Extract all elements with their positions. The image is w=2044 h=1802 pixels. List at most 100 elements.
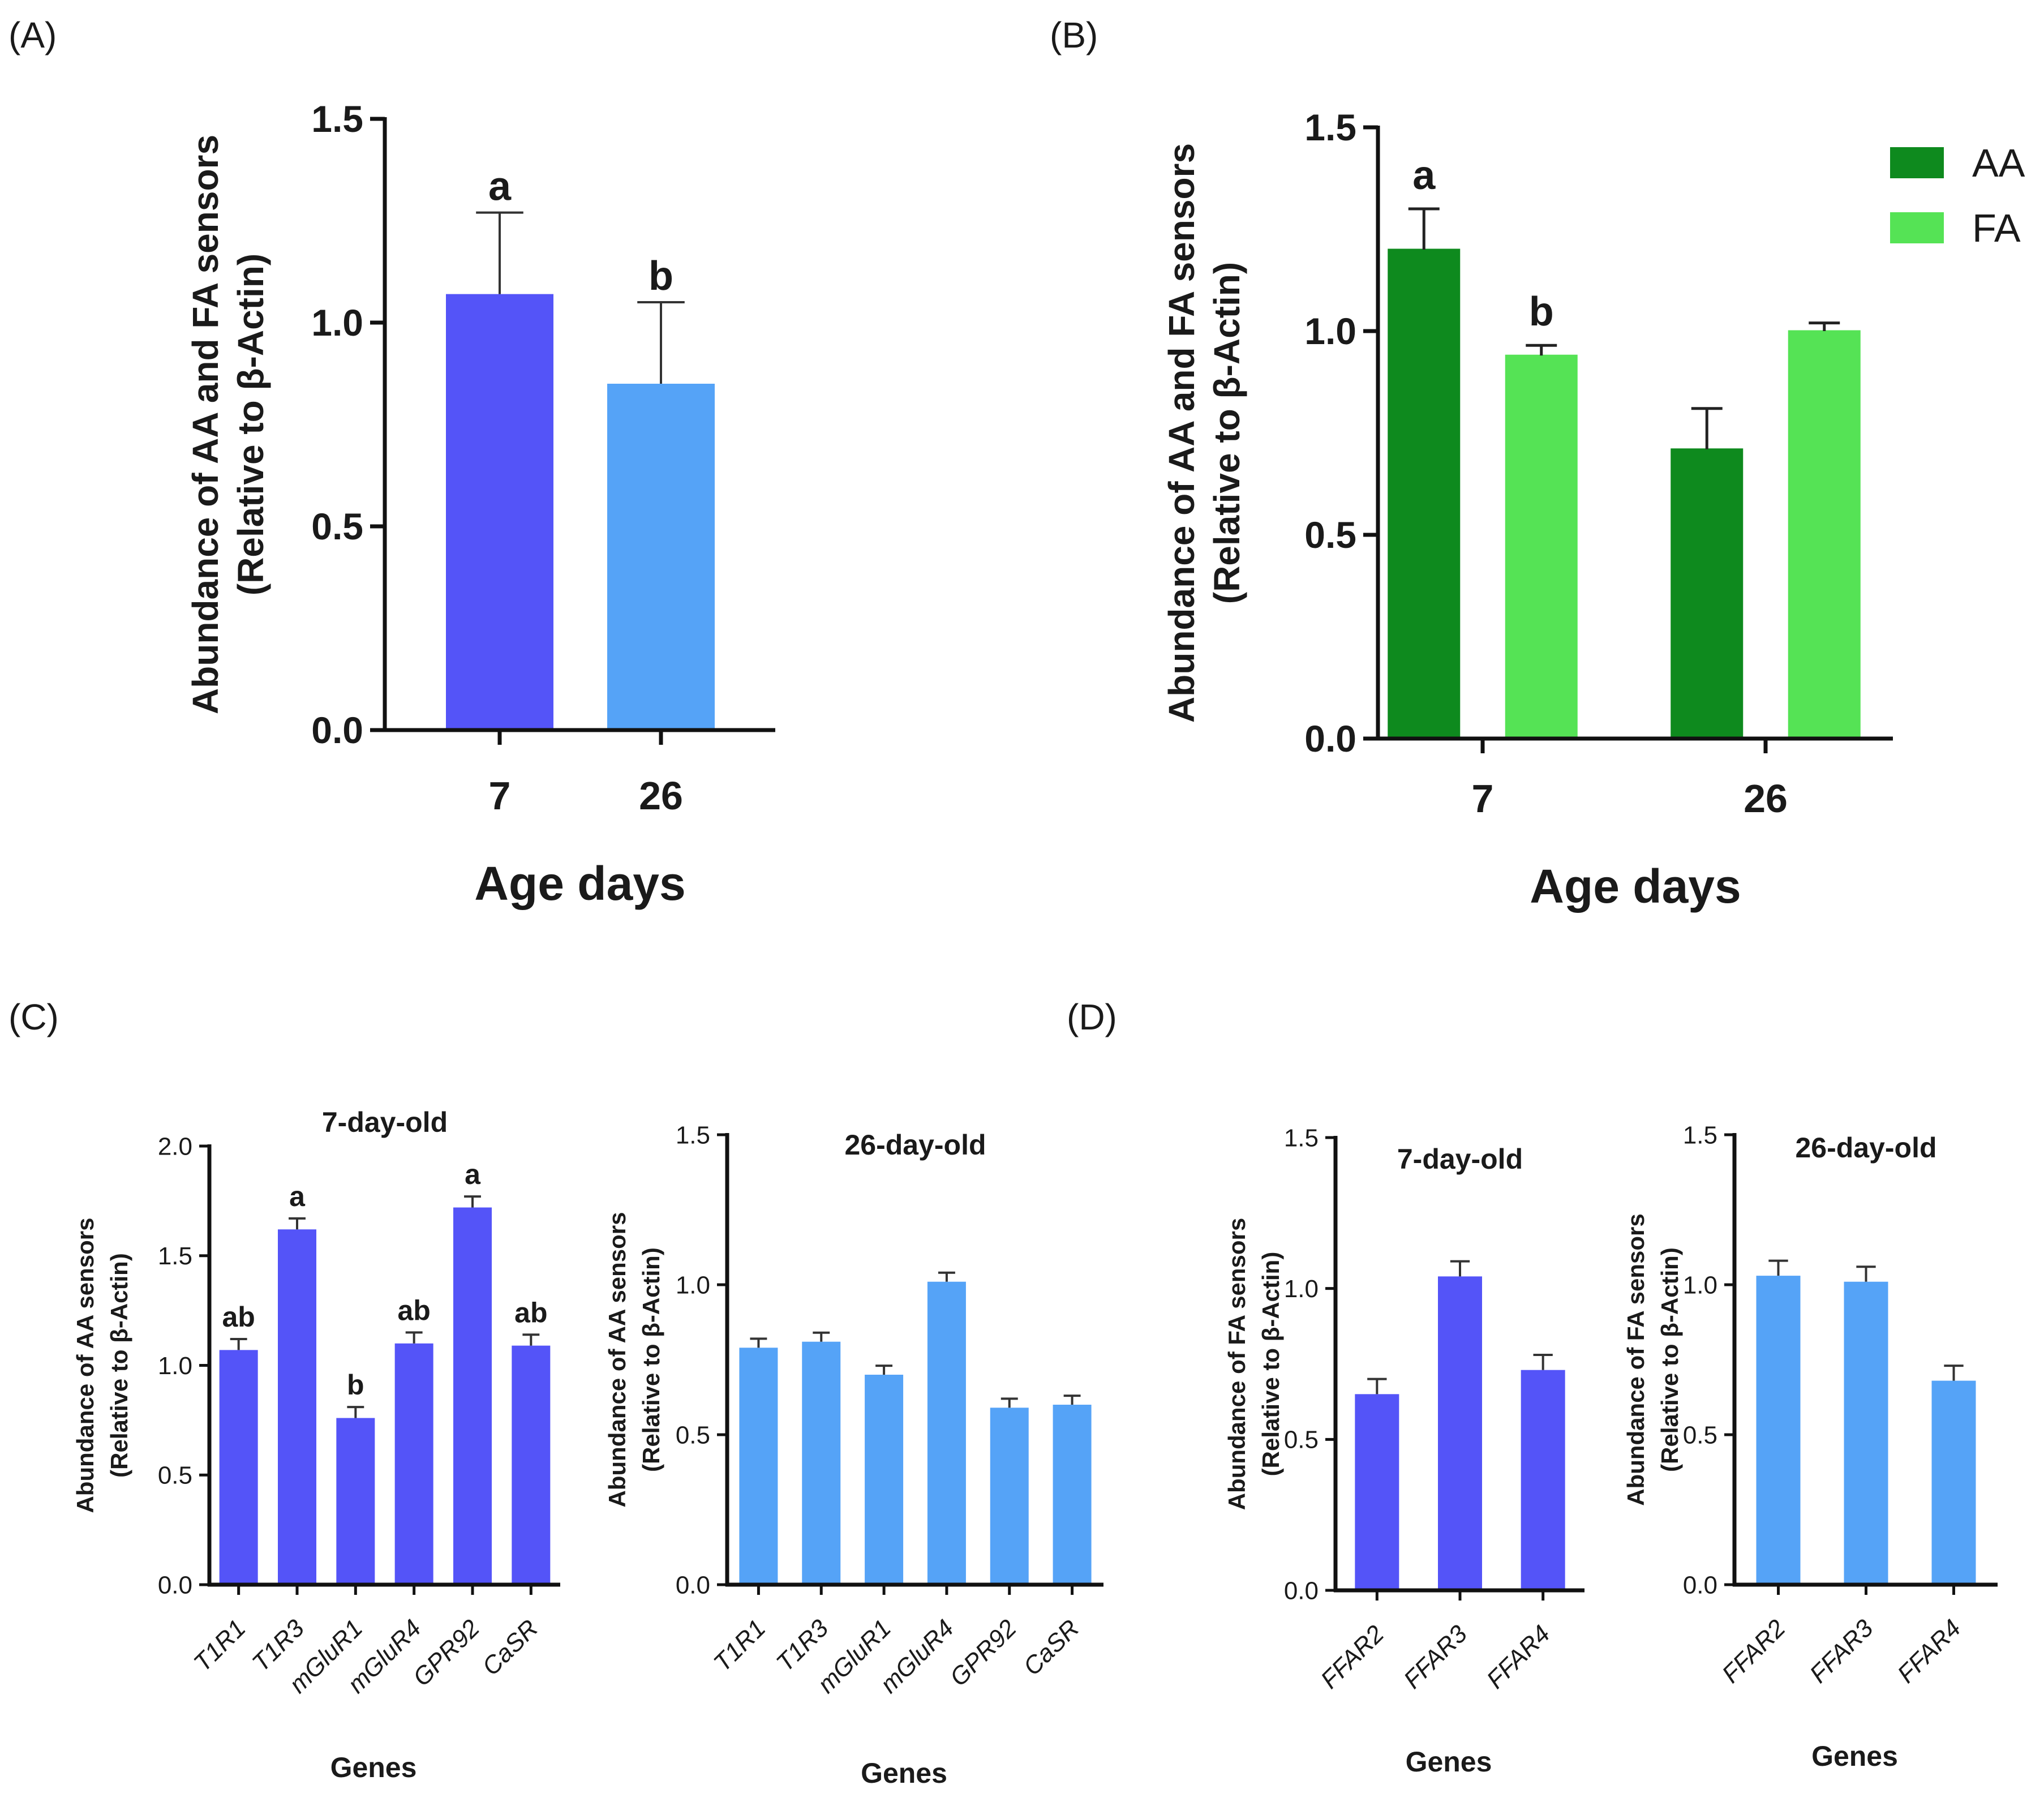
x-tick-label-d2: FFAR3 — [1805, 1614, 1879, 1688]
y-axis-sublabel-c2: (Relative to β-Actin) — [638, 1247, 664, 1472]
bar-b-fa-26 — [1788, 330, 1861, 740]
x-tick-label-b: 7 — [1472, 776, 1494, 821]
y-tick-label-c2: 0.0 — [676, 1571, 710, 1599]
bar-c2-mGluR1 — [865, 1375, 904, 1585]
bar-d2-FFAR4 — [1931, 1380, 1976, 1585]
x-tick-label-d1: FFAR3 — [1398, 1620, 1472, 1694]
legend-swatch-aa — [1890, 147, 1944, 178]
bar-c1-GPR92 — [453, 1207, 492, 1585]
y-axis-label-a: Abundance of AA and FA sensors — [185, 135, 226, 714]
bar-c1-mGluR4 — [394, 1343, 433, 1585]
y-tick-label-d1: 0.0 — [1284, 1577, 1319, 1604]
y-axis-sublabel-d2: (Relative to β-Actin) — [1656, 1247, 1683, 1472]
y-axis-sublabel-b: (Relative to β-Actin) — [1206, 262, 1247, 604]
x-tick-label-c1: T1R1 — [188, 1614, 251, 1677]
y-axis-label-c2: Abundance of AA sensors — [604, 1212, 630, 1508]
y-axis-sublabel-c1: (Relative to β-Actin) — [106, 1253, 132, 1478]
bar-c2-T1R1 — [739, 1348, 778, 1585]
panel-d1: (D) 7-day-old 0.0 0.5 1.0 1.5 FFAR2 FFAR3 FFAR4 G… — [1067, 997, 1584, 1778]
bar-d1-FFAR4 — [1521, 1370, 1565, 1590]
bar-a-7 — [446, 294, 553, 730]
significance-letter-c1: a — [289, 1181, 306, 1212]
y-tick-label-b: 0.5 — [1304, 514, 1356, 556]
chart-title-c1: 7-day-old — [322, 1106, 448, 1138]
x-tick-label-c2: GPR92 — [944, 1614, 1022, 1692]
bar-c2-T1R3 — [802, 1341, 841, 1585]
x-tick-label-d1: FFAR2 — [1316, 1620, 1390, 1694]
x-tick-label-b: 26 — [1744, 776, 1788, 821]
y-tick-label-c2: 1.5 — [676, 1121, 710, 1149]
y-tick-label-d2: 0.0 — [1683, 1571, 1717, 1599]
significance-letter-c1: ab — [397, 1294, 430, 1326]
significance-letter-b: b — [1529, 289, 1554, 334]
y-axis-label-b: Abundance of AA and FA sensors — [1161, 143, 1202, 723]
x-tick-label-d2: FFAR2 — [1717, 1614, 1791, 1688]
bar-c2-GPR92 — [990, 1408, 1029, 1585]
y-tick-label-d1: 1.5 — [1284, 1124, 1319, 1152]
y-tick-label-a: 0.5 — [311, 505, 363, 547]
y-tick-label-d1: 1.0 — [1284, 1275, 1319, 1303]
x-axis-label-c2: Genes — [861, 1757, 947, 1789]
y-tick-label-a: 1.0 — [311, 302, 363, 344]
chart-title-d1: 7-day-old — [1397, 1143, 1523, 1175]
legend-swatch-fa — [1890, 212, 1944, 243]
y-axis-label-d2: Abundance of FA sensors — [1622, 1213, 1649, 1506]
significance-letter-c1: a — [465, 1159, 481, 1190]
significance-letter-a: a — [488, 164, 512, 209]
y-tick-label-c2: 1.0 — [676, 1271, 710, 1299]
axes-a — [383, 117, 775, 732]
significance-letter-b: a — [1412, 153, 1436, 198]
bar-a-26 — [607, 384, 715, 730]
chart-title-c2: 26-day-old — [844, 1129, 986, 1161]
y-axis-label-d1: Abundance of FA sensors — [1223, 1218, 1250, 1511]
significance-letter-c1: ab — [514, 1297, 547, 1328]
y-tick-label-b: 1.5 — [1304, 106, 1356, 148]
y-tick-label-d2: 1.5 — [1683, 1121, 1717, 1149]
bar-c2-mGluR4 — [927, 1281, 966, 1585]
bar-b-aa-26 — [1671, 448, 1744, 740]
bar-d1-FFAR2 — [1355, 1394, 1399, 1590]
x-tick-label-c2: T1R1 — [708, 1614, 771, 1677]
significance-letter-c1: b — [347, 1369, 364, 1401]
x-axis-label-d1: Genes — [1406, 1746, 1492, 1778]
bar-d2-FFAR3 — [1844, 1281, 1888, 1585]
significance-letter-a: b — [649, 254, 673, 299]
y-axis-sublabel-a: (Relative to β-Actin) — [230, 254, 271, 595]
legend-label-fa: FA — [1972, 206, 2021, 250]
panel-a: (A) a b 0.0 0.5 1.0 1.5 7 26 Age days Abundance of… — [8, 15, 775, 910]
panel-c1: (C)7-day-oldabababaab0.00.51.01.52.0T1R1… — [8, 997, 560, 1783]
axes-c2 — [725, 1133, 1103, 1587]
x-tick-label-d1: FFAR4 — [1482, 1620, 1556, 1694]
panel-label-d1: (D) — [1067, 997, 1117, 1037]
bar-b-aa-7 — [1388, 248, 1461, 740]
bar-b-fa-7 — [1505, 354, 1578, 740]
y-tick-label-d2: 0.5 — [1683, 1421, 1717, 1449]
y-tick-label-b: 1.0 — [1304, 310, 1356, 352]
y-tick-label-c1: 2.0 — [158, 1132, 192, 1160]
y-axis-label-c1: Abundance of AA sensors — [72, 1218, 98, 1513]
x-axis-label-b: Age days — [1530, 860, 1741, 913]
panel-label-c1: (C) — [8, 997, 59, 1037]
x-tick-label-d2: FFAR4 — [1892, 1614, 1966, 1688]
y-tick-label-c2: 0.5 — [676, 1421, 710, 1449]
panel-label-b: (B) — [1050, 15, 1098, 55]
y-tick-label-c1: 1.0 — [158, 1352, 192, 1380]
y-tick-label-c1: 1.5 — [158, 1242, 192, 1270]
axes-c1 — [207, 1144, 560, 1587]
chart-title-d2: 26-day-old — [1795, 1132, 1936, 1164]
bar-c1-CaSR — [512, 1345, 551, 1585]
y-tick-label-d2: 1.0 — [1683, 1271, 1717, 1299]
x-tick-label-c2: CaSR — [1018, 1614, 1085, 1681]
panel-label-a: (A) — [8, 15, 57, 55]
significance-letter-c1: ab — [222, 1301, 255, 1333]
bar-d2-FFAR2 — [1756, 1276, 1801, 1585]
y-axis-sublabel-d1: (Relative to β-Actin) — [1257, 1252, 1284, 1477]
axes-b — [1376, 126, 1893, 741]
x-axis-label-d2: Genes — [1811, 1740, 1898, 1772]
bar-c1-T1R1 — [219, 1350, 258, 1585]
y-tick-label-a: 1.5 — [311, 98, 363, 140]
y-tick-label-c1: 0.0 — [158, 1571, 192, 1599]
y-tick-label-d1: 0.5 — [1284, 1426, 1319, 1454]
